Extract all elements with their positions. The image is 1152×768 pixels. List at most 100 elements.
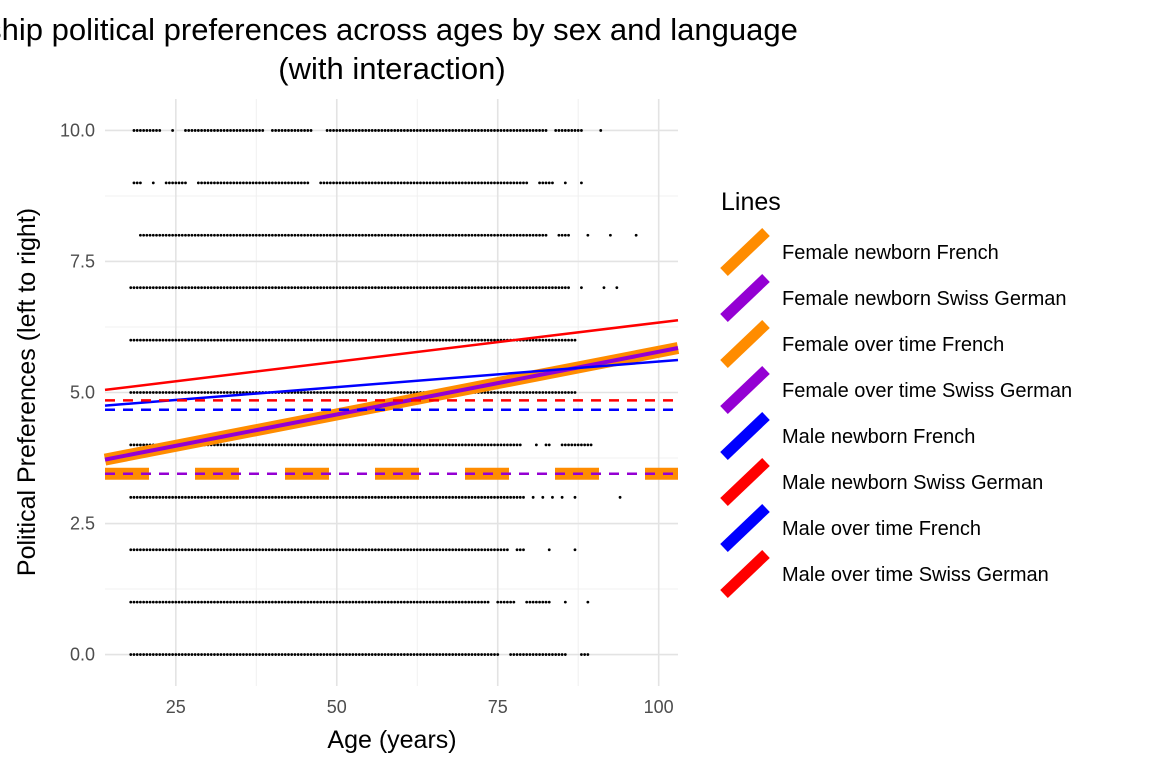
data-point <box>267 338 271 342</box>
data-point <box>448 495 451 499</box>
data-point <box>364 600 368 604</box>
data-point <box>299 129 303 132</box>
data-point <box>139 181 142 185</box>
data-point <box>306 495 310 499</box>
data-point <box>328 653 332 656</box>
data-point <box>357 286 361 290</box>
data-point <box>367 338 371 342</box>
data-point <box>451 286 455 290</box>
data-point <box>464 129 467 132</box>
data-point <box>335 391 339 394</box>
data-point <box>419 443 422 447</box>
data-point <box>213 600 216 604</box>
data-point <box>242 338 245 342</box>
data-point <box>557 653 561 656</box>
data-point <box>538 233 541 237</box>
data-point <box>232 548 236 552</box>
data-point <box>306 653 310 656</box>
data-point <box>457 548 461 552</box>
data-point <box>322 233 326 237</box>
data-point <box>554 129 558 132</box>
data-point <box>576 443 580 447</box>
data-point <box>213 495 216 499</box>
data-point <box>399 548 403 552</box>
data-point <box>515 129 519 132</box>
data-point <box>518 548 522 552</box>
data-point <box>303 338 306 342</box>
data-point <box>374 391 377 394</box>
data-point <box>493 286 496 290</box>
data-point <box>203 600 207 604</box>
data-point <box>142 548 146 552</box>
data-point <box>567 338 570 342</box>
data-point <box>254 600 258 604</box>
data-point <box>148 653 152 656</box>
data-point <box>225 233 229 237</box>
data-point <box>216 181 220 185</box>
data-point <box>477 286 480 290</box>
data-point <box>213 653 216 656</box>
data-point <box>322 548 326 552</box>
data-point <box>457 653 461 656</box>
data-point <box>206 181 210 185</box>
data-point <box>438 233 442 237</box>
series-lines <box>103 318 680 480</box>
data-point <box>309 391 313 394</box>
data-point <box>338 653 342 656</box>
data-point <box>341 495 345 499</box>
data-point <box>174 495 178 499</box>
data-point <box>377 653 381 656</box>
data-point <box>319 391 323 394</box>
data-point <box>151 653 155 656</box>
data-point <box>425 338 429 342</box>
data-point <box>518 495 522 499</box>
data-point <box>438 548 442 552</box>
data-point <box>196 653 200 656</box>
point-row <box>129 548 577 552</box>
data-point <box>348 233 352 237</box>
data-point <box>544 600 548 604</box>
data-point <box>216 129 220 132</box>
data-point <box>367 391 371 394</box>
data-point <box>357 233 361 237</box>
data-point <box>216 286 220 290</box>
data-point <box>254 181 258 185</box>
data-point <box>428 338 432 342</box>
data-point <box>287 338 290 342</box>
data-point <box>145 286 149 290</box>
data-point <box>399 495 403 499</box>
data-point <box>322 286 326 290</box>
data-point <box>187 548 191 552</box>
data-point <box>415 495 419 499</box>
data-point <box>354 391 358 394</box>
data-point <box>457 495 461 499</box>
legend-item: Male newborn Swiss German <box>720 458 1043 506</box>
data-point <box>277 653 281 656</box>
data-point <box>583 443 587 447</box>
data-point <box>277 495 281 499</box>
data-point <box>509 600 513 604</box>
data-point <box>319 548 323 552</box>
data-point <box>158 391 162 394</box>
data-point <box>422 653 426 656</box>
data-point <box>522 391 525 394</box>
data-point <box>399 391 403 394</box>
data-point <box>348 653 352 656</box>
data-point <box>264 548 268 552</box>
data-point <box>341 443 345 447</box>
data-point <box>493 443 496 447</box>
legend-key <box>720 228 770 276</box>
data-point <box>509 391 513 394</box>
data-point <box>151 600 155 604</box>
data-point <box>547 391 551 394</box>
data-point <box>280 443 284 447</box>
data-point <box>518 286 522 290</box>
data-point <box>283 129 287 132</box>
data-point <box>464 600 467 604</box>
data-point <box>155 286 158 290</box>
data-point <box>361 653 364 656</box>
data-point <box>354 653 358 656</box>
data-point <box>480 286 484 290</box>
data-point <box>557 391 561 394</box>
data-point <box>151 338 155 342</box>
